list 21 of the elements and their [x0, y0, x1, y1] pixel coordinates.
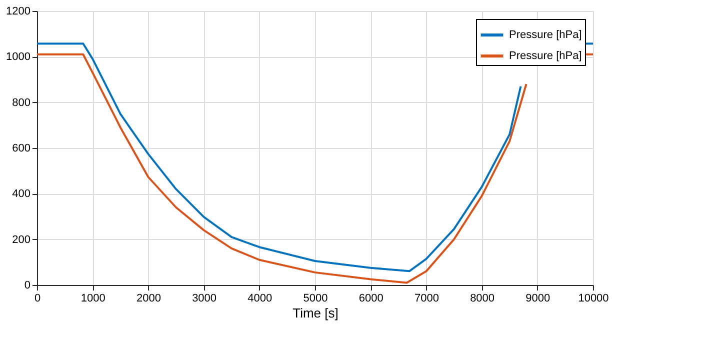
x-tick-label: 3000	[192, 292, 217, 304]
x-tick-label: 9000	[526, 292, 550, 304]
x-tick-label: 0	[34, 292, 41, 304]
legend-label: Pressure [hPa]	[509, 29, 582, 41]
legend-label: Pressure [hPa]	[509, 50, 582, 62]
x-tick-label: 5000	[303, 292, 328, 304]
x-tick-label: 2000	[136, 292, 161, 304]
y-tick-label: 1200	[6, 6, 30, 18]
x-tick-label: 7000	[414, 292, 439, 304]
x-tick-label: 6000	[358, 292, 384, 304]
x-axis-title: Time [s]	[292, 306, 338, 320]
y-tick-label: 0	[24, 280, 30, 292]
y-tick-label: 800	[12, 96, 30, 109]
x-tick-label: 8000	[470, 292, 495, 304]
y-tick-label: 200	[12, 234, 30, 246]
x-tick-label: 4000	[248, 292, 272, 304]
y-tick-label: 600	[12, 142, 30, 154]
x-tick-label: 1000	[80, 292, 106, 304]
x-tick-label: 10000	[578, 292, 609, 304]
y-tick-label: 1000	[6, 51, 30, 64]
y-tick-label: 400	[12, 188, 30, 200]
